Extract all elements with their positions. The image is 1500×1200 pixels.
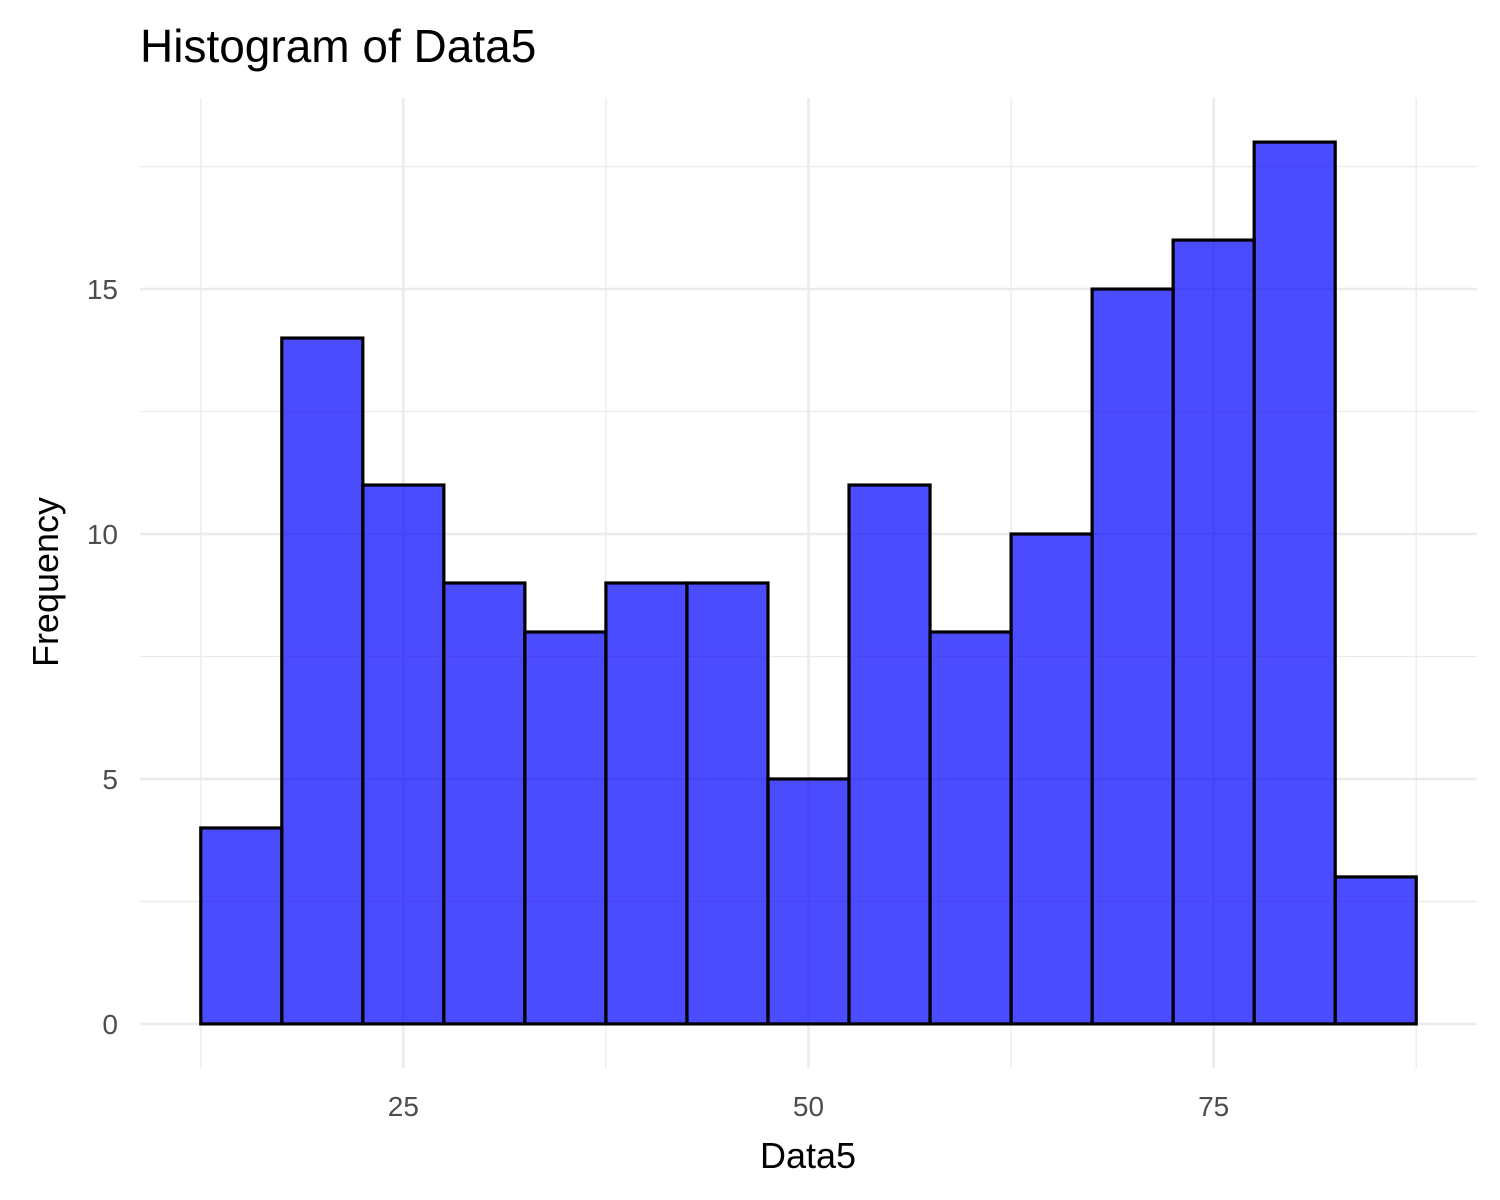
histogram-bar-9 [928,630,1013,1026]
histogram-bar-0 [199,826,284,1026]
histogram-bar-10 [1009,532,1094,1026]
histogram-bars [199,140,1418,1026]
histogram-bar-13 [1252,140,1337,1026]
histogram-bar-12 [1171,238,1256,1026]
y-tick-label-3: 15 [87,274,118,305]
y-tick-label-0: 0 [102,1009,118,1040]
histogram-bar-5 [604,581,689,1026]
histogram-bar-14 [1333,875,1418,1026]
y-axis-title: Frequency [25,497,66,667]
histogram-bar-1 [280,336,365,1026]
histogram-bar-8 [847,483,932,1026]
histogram-bar-11 [1090,287,1175,1026]
histogram-bar-2 [361,483,446,1026]
x-tick-label-0: 25 [388,1091,419,1122]
histogram-bar-6 [685,581,770,1026]
axis-tick-labels: 25 50 75 0 5 10 15 [87,274,1229,1122]
x-tick-label-2: 75 [1198,1091,1229,1122]
chart-title: Histogram of Data5 [140,20,536,72]
x-axis-title: Data5 [760,1135,856,1176]
histogram-bar-4 [523,630,608,1026]
y-tick-label-2: 10 [87,519,118,550]
x-tick-label-1: 50 [793,1091,824,1122]
histogram-bar-3 [442,581,527,1026]
histogram-bar-7 [766,777,851,1026]
y-tick-label-1: 5 [102,764,118,795]
